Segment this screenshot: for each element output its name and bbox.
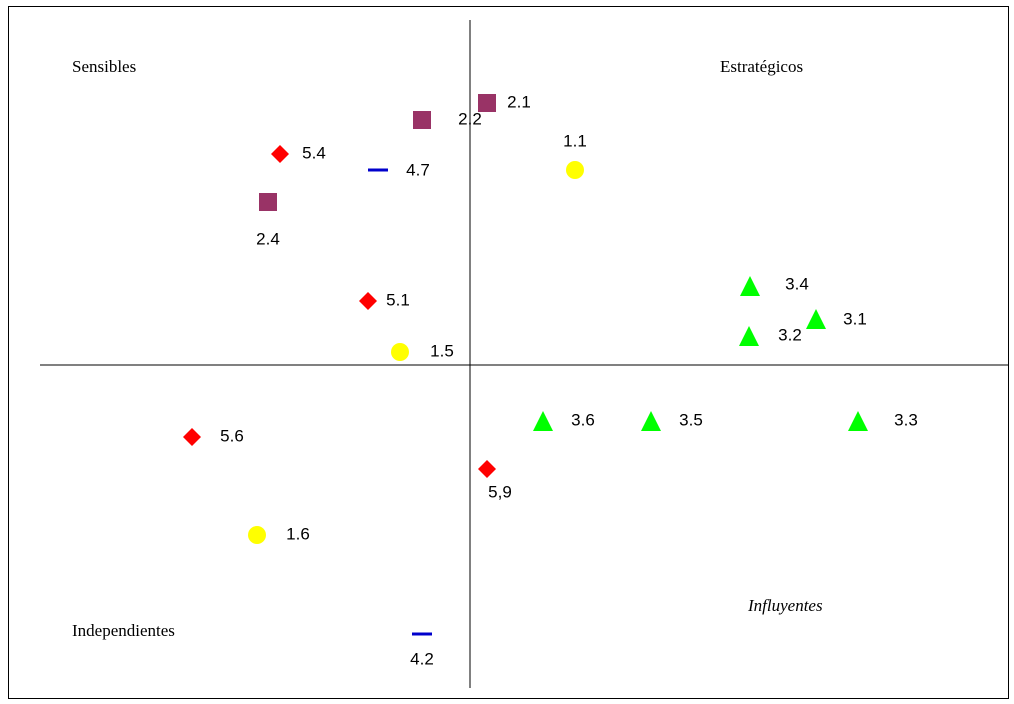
- point: [478, 460, 496, 478]
- quadrant-label: Influyentes: [747, 596, 823, 615]
- point-label: 5.6: [220, 426, 244, 445]
- point-label: 4.7: [406, 160, 430, 179]
- quadrant-label: Independientes: [72, 621, 175, 640]
- point: [391, 343, 409, 361]
- point-label: 1.5: [430, 341, 454, 360]
- point: [533, 411, 553, 431]
- point: [259, 193, 277, 211]
- point: [740, 276, 760, 296]
- point: [359, 292, 377, 310]
- point: [641, 411, 661, 431]
- frame: [8, 6, 1009, 699]
- point-label: 5,9: [488, 482, 512, 501]
- point-label: 5.4: [302, 143, 326, 162]
- point-label: 3.2: [778, 325, 802, 344]
- point: [271, 145, 289, 163]
- point: [413, 111, 431, 129]
- point-label: 3.5: [679, 410, 703, 429]
- point-label: 2.1: [507, 92, 531, 111]
- quadrant-label: Estratégicos: [720, 57, 803, 76]
- point-label: 3.4: [785, 274, 809, 293]
- point-label: 2.2: [458, 109, 482, 128]
- point: [248, 526, 266, 544]
- point: [183, 428, 201, 446]
- point: [739, 326, 759, 346]
- point-label: 2.4: [256, 229, 280, 248]
- point-label: 5.1: [386, 290, 410, 309]
- point: [566, 161, 584, 179]
- point-label: 3.3: [894, 410, 918, 429]
- quadrant-label: Sensibles: [72, 57, 136, 76]
- point: [368, 168, 388, 172]
- point: [412, 632, 432, 636]
- point-label: 1.1: [563, 131, 587, 150]
- point-label: 4.2: [410, 649, 434, 668]
- point: [848, 411, 868, 431]
- point-label: 1.6: [286, 524, 310, 543]
- point-label: 3.1: [843, 309, 867, 328]
- point: [478, 94, 496, 112]
- point: [806, 309, 826, 329]
- point-label: 3.6: [571, 410, 595, 429]
